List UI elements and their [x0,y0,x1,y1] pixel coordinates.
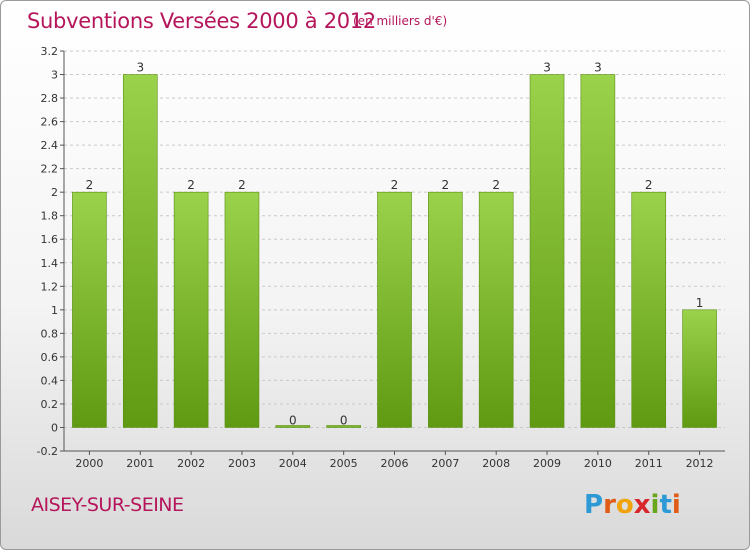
x-tick-label: 2012 [686,457,714,470]
x-tick-label: 2005 [330,457,358,470]
y-tick-label: 0.4 [41,374,59,387]
bar [72,191,107,428]
y-tick-label: 2 [51,186,58,199]
logo-letter: r [603,490,616,520]
logo-letter: P [584,490,604,520]
bar [224,191,260,428]
y-tick-label: 0 [51,421,58,434]
y-tick-label: 1 [51,304,58,317]
bar [122,74,158,428]
bar [682,309,717,428]
bar [631,191,667,428]
town-name: AISEY-SUR-SEINE [31,494,184,516]
data-label: 2 [391,178,399,192]
bar [377,191,412,428]
data-label: 3 [543,61,551,75]
x-tick-label: 2010 [584,457,612,470]
y-tick-label: 2.6 [41,116,59,129]
data-label: 2 [645,178,653,192]
bar [529,74,565,428]
logo-letter: i [671,490,681,520]
x-tick-label: 2007 [431,457,459,470]
data-label: 2 [86,178,94,192]
data-label: 3 [136,61,144,75]
y-tick-label: -0.2 [37,445,58,458]
data-label: 2 [492,178,500,192]
x-tick-label: 2003 [228,457,256,470]
y-tick-label: 2.2 [41,163,59,176]
x-tick-label: 2006 [381,457,409,470]
x-tick-label: 2000 [75,457,103,470]
x-tick-label: 2001 [126,457,154,470]
x-tick-label: 2004 [279,457,307,470]
chart-unit: (en milliers d'€) [353,14,448,28]
x-tick-label: 2002 [177,457,205,470]
y-tick-label: 2.4 [41,139,59,152]
data-label: 0 [340,413,348,427]
y-tick-label: 1.4 [41,257,59,270]
y-tick-label: 0.2 [41,398,59,411]
y-tick-label: 0.8 [41,327,59,340]
y-tick-label: 1.2 [41,280,59,293]
logo-letter: o [615,490,634,520]
x-tick-label: 2008 [482,457,510,470]
logo-letter: x [633,490,651,520]
bar [428,191,463,428]
y-tick-label: 1.8 [41,210,59,223]
bar [478,191,514,428]
data-label: 1 [696,296,704,310]
bar [173,191,209,428]
bar [275,425,311,428]
data-label: 0 [289,413,297,427]
data-label: 2 [442,178,450,192]
y-tick-label: 3 [51,69,58,82]
y-tick-label: 3.2 [41,45,59,58]
y-tick-label: 2.8 [41,92,59,105]
x-tick-label: 2011 [635,457,663,470]
data-label: 2 [187,178,195,192]
data-label: 2 [238,178,246,192]
y-tick-label: 1.6 [41,233,59,246]
chart-title: Subventions Versées 2000 à 2012 [27,9,376,33]
proxiti-logo: Proxiti [584,490,681,520]
logo-letter: i [650,490,660,520]
x-tick-label: 2009 [533,457,561,470]
bar [580,74,616,428]
bar [326,425,361,428]
y-tick-label: 0.6 [41,351,59,364]
data-label: 3 [594,61,602,75]
logo-letter: t [659,490,672,520]
